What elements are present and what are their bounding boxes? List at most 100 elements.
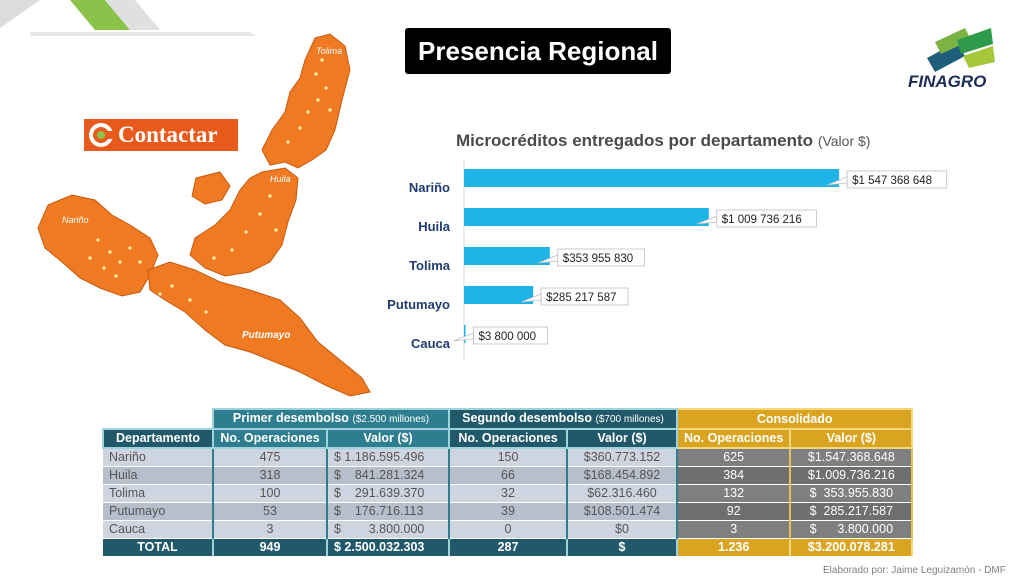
chart-category-label: Huila [418, 219, 451, 234]
total-valor-3: $3.200.078.281 [790, 538, 914, 556]
table-corner-empty [103, 409, 213, 429]
map-label-tolima: Tolima [316, 46, 343, 56]
chart-bar [464, 169, 840, 187]
chart-bar [464, 325, 466, 343]
col-header-ops-1: No. Operaciones [212, 428, 328, 449]
map-region-narino [37, 194, 159, 297]
total-ops-1: 949 [213, 538, 328, 556]
corner-decoration [0, 0, 255, 36]
chart-data-label: $1 547 368 648 [852, 175, 932, 187]
cell-departamento: Cauca [103, 520, 214, 539]
table-body: Nariño 475 $ 1.186.595.496 150 $360.773.152 6… [103, 448, 914, 539]
col-header-valor-3: Valor ($) [789, 428, 914, 449]
cell-valor-3: $ 353.955.830 [790, 484, 914, 503]
group-header-segundo-label: Segundo desembolso [462, 411, 593, 425]
cell-ops-1: 475 [213, 448, 328, 467]
chart-title: Microcréditos entregados por departament… [456, 131, 870, 151]
col-header-valor-1: Valor ($) [326, 428, 450, 449]
col-header-ops-2: No. Operaciones [448, 428, 568, 449]
table-total-row: TOTAL 949 $ 2.500.032.303 287 $ 1.236 $3… [103, 538, 914, 556]
cell-departamento: Tolima [103, 484, 214, 503]
cell-departamento: Nariño [103, 448, 214, 467]
total-valor-1: $ 2.500.032.303 [327, 538, 450, 556]
cell-ops-2: 39 [449, 502, 568, 521]
cell-ops-3: 3 [677, 520, 792, 539]
cell-ops-3: 132 [677, 484, 792, 503]
cell-ops-3: 92 [677, 502, 792, 521]
slide-title: Presencia Regional [405, 28, 671, 74]
cell-departamento: Putumayo [103, 502, 214, 521]
cell-valor-2: $0 [567, 520, 678, 539]
contactar-logo: Contactar [84, 119, 238, 151]
cell-ops-2: 0 [449, 520, 568, 539]
chart-category-label: Putumayo [387, 297, 450, 312]
cell-ops-1: 53 [213, 502, 328, 521]
cell-ops-3: 625 [677, 448, 792, 467]
chart-title-unit: (Valor $) [817, 133, 871, 149]
map-region-cauca [191, 171, 231, 205]
chart-data-label: $1 009 736 216 [722, 214, 802, 226]
cell-valor-2: $62.316.460 [567, 484, 678, 503]
bar-chart: Nariño $1 547 368 648 Huila $1 009 736 216 T… [387, 160, 948, 360]
col-header-valor-2: Valor ($) [566, 428, 678, 449]
map-label-putumayo: Putumayo [242, 330, 291, 341]
cell-ops-3: 384 [677, 466, 792, 485]
table-row: Cauca 3 $ 3.800.000 0 $0 3 $ 3.800.000 [103, 520, 914, 539]
contactar-wordmark: Contactar [118, 122, 218, 147]
group-header-primer-note: ($2.500 millones) [352, 414, 430, 425]
cell-valor-1: $ 1.186.595.496 [327, 448, 450, 467]
chart-category-label: Nariño [409, 180, 450, 195]
table-row: Huila 318 $ 841.281.324 66 $168.454.892 384 $1… [103, 466, 914, 485]
group-header-primer-label: Primer desembolso [232, 411, 349, 425]
cell-ops-1: 100 [213, 484, 328, 503]
map-region-tolima [261, 33, 351, 169]
chart-data-label: $285 217 587 [546, 292, 616, 304]
chart-category-label: Cauca [411, 336, 451, 351]
col-header-ops-3: No. Operaciones [675, 428, 792, 449]
cell-valor-1: $ 291.639.370 [327, 484, 450, 503]
chart-bar [464, 247, 550, 265]
chart-data-label-box [473, 326, 548, 345]
footer-credit: Elaborado por: Jaime Leguizamón - DMF [823, 565, 1006, 576]
group-header-consolidado-label: Consolidado [756, 411, 833, 426]
table-row: Tolima 100 $ 291.639.370 32 $62.316.460 132 $ … [103, 484, 914, 503]
chart-category-label: Tolima [409, 258, 451, 273]
cell-ops-1: 3 [213, 520, 328, 539]
map-label-huila: Huila [270, 174, 291, 184]
regional-map [37, 33, 371, 397]
finagro-logo-text: FINAGRO [908, 72, 987, 91]
cell-valor-3: $1.009.736.216 [790, 466, 914, 485]
chart-bar [464, 286, 534, 304]
total-ops-3: 1.236 [677, 538, 792, 556]
group-header-primer: Primer desembolso ($2.500 millones) [212, 408, 450, 430]
cell-valor-1: $ 841.281.324 [327, 466, 450, 485]
chart-data-label-box [846, 170, 948, 189]
cell-valor-2: $108.501.474 [567, 502, 678, 521]
contactar-c-icon [89, 123, 113, 147]
chart-bar [464, 208, 709, 226]
cell-valor-3: $ 285.217.587 [790, 502, 914, 521]
chart-data-label-box [716, 209, 817, 228]
cell-valor-1: $ 3.800.000 [327, 520, 450, 539]
chart-data-label-box [540, 287, 629, 306]
group-header-consolidado: Consolidado [675, 408, 914, 430]
total-label: TOTAL [103, 538, 214, 556]
chart-title-text: Microcréditos entregados por departament… [456, 131, 814, 150]
group-header-segundo-note: ($700 millones) [595, 414, 664, 425]
cell-ops-2: 150 [449, 448, 568, 467]
chart-data-label-box [557, 248, 646, 267]
cell-valor-3: $ 3.800.000 [790, 520, 914, 539]
cell-ops-2: 66 [449, 466, 568, 485]
cell-ops-1: 318 [213, 466, 328, 485]
cell-ops-2: 32 [449, 484, 568, 503]
total-ops-2: 287 [449, 538, 568, 556]
cell-departamento: Huila [103, 466, 214, 485]
total-valor-2: $ [567, 538, 678, 556]
data-table: Primer desembolso ($2.500 millones) Segu… [102, 408, 914, 556]
finagro-logo [927, 28, 995, 72]
group-header-segundo: Segundo desembolso ($700 millones) [448, 408, 678, 430]
cell-valor-1: $ 176.716.113 [327, 502, 450, 521]
col-header-departamento: Departamento [102, 428, 214, 449]
map-label-narino: Nariño [62, 215, 89, 225]
cell-valor-3: $1.547.368.648 [790, 448, 914, 467]
